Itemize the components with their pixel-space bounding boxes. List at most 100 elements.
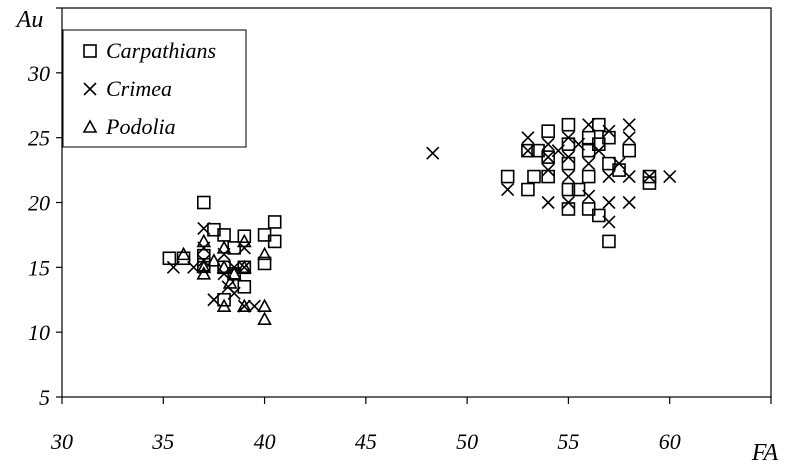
point-podolia	[196, 259, 212, 274]
point-crimea	[227, 286, 241, 300]
y-tick-label: 5	[39, 385, 50, 410]
point-carpathians	[521, 143, 535, 158]
x-tick-label: 60	[659, 429, 681, 454]
y-tick-label: 20	[28, 191, 50, 216]
point-carpathians	[541, 150, 555, 164]
point-carpathians	[561, 156, 576, 171]
point-crimea	[642, 170, 657, 184]
point-crimea	[582, 157, 596, 171]
legend-marker-podolia	[82, 119, 98, 133]
point-carpathians	[581, 169, 596, 184]
point-podolia	[236, 233, 252, 248]
y-axis-ticks: 5 10 15 20 25 30	[27, 7, 62, 410]
point-carpathians	[500, 169, 515, 184]
point-crimea	[622, 131, 636, 145]
point-podolia	[216, 298, 232, 313]
point-carpathians	[267, 234, 282, 249]
point-crimea	[602, 124, 616, 138]
point-carpathians	[267, 215, 282, 229]
y-tick-label: 30	[27, 61, 50, 86]
point-carpathians	[541, 124, 555, 138]
x-axis-title: FA	[751, 440, 779, 466]
point-crimea	[541, 163, 555, 177]
point-podolia	[176, 246, 191, 261]
point-crimea	[602, 215, 616, 229]
point-crimea	[541, 150, 555, 164]
y-tick-label: 25	[28, 126, 50, 151]
y-tick-label: 10	[28, 320, 50, 345]
x-tick-label: 30	[50, 429, 73, 454]
point-crimea	[197, 221, 211, 235]
point-crimea	[571, 137, 586, 151]
point-podolia	[236, 259, 252, 274]
point-crimea	[663, 170, 677, 184]
point-crimea	[561, 150, 575, 164]
point-carpathians	[561, 137, 576, 151]
point-podolia	[257, 246, 272, 261]
point-crimea	[582, 118, 596, 132]
point-podolia	[216, 240, 232, 254]
x-tick-label: 35	[151, 429, 174, 454]
point-podolia	[257, 298, 272, 313]
point-carpathians	[602, 234, 616, 249]
point-carpathians	[541, 169, 555, 184]
point-crimea	[561, 195, 575, 210]
point-carpathians	[217, 292, 231, 307]
point-podolia	[226, 266, 242, 280]
point-crimea	[521, 144, 535, 158]
point-crimea	[237, 260, 251, 274]
point-carpathians	[237, 229, 252, 244]
point-crimea	[237, 299, 251, 313]
point-crimea	[622, 195, 636, 210]
point-carpathians	[237, 279, 252, 294]
point-carpathians	[527, 169, 541, 184]
legend: Carpathians Crimea Podolia	[62, 29, 247, 148]
point-crimea	[582, 189, 596, 203]
point-podolia	[257, 311, 272, 325]
legend-marker-crimea	[83, 82, 97, 96]
y-axis-title: Au	[15, 7, 44, 33]
x-tick-label: 40	[254, 429, 276, 454]
point-crimea	[561, 170, 575, 184]
legend-label-carpathians: Carpathians	[106, 38, 216, 63]
point-crimea	[592, 144, 606, 158]
point-crimea	[166, 260, 180, 274]
point-crimea	[602, 170, 616, 184]
legend-label-crimea: Crimea	[106, 76, 172, 101]
point-carpathians	[521, 182, 535, 197]
point-carpathians	[561, 182, 576, 197]
point-crimea	[622, 170, 636, 184]
point-crimea	[426, 146, 440, 160]
point-podolia	[216, 259, 232, 274]
point-crimea	[602, 195, 616, 210]
point-podolia	[196, 266, 212, 280]
point-crimea	[207, 293, 221, 307]
legend-marker-carpathians	[83, 44, 97, 58]
point-carpathians	[561, 117, 576, 132]
point-carpathians	[197, 257, 211, 272]
point-crimea	[501, 182, 515, 197]
point-carpathians	[592, 208, 606, 223]
point-podolia	[206, 253, 222, 267]
x-tick-label: 50	[456, 429, 478, 454]
point-crimea	[561, 131, 575, 145]
point-carpathians	[197, 195, 211, 210]
point-carpathians	[571, 182, 586, 197]
y-tick-label: 15	[28, 255, 50, 280]
point-carpathians	[561, 202, 576, 216]
point-carpathians	[622, 143, 637, 158]
point-podolia	[222, 275, 238, 289]
point-carpathians	[207, 222, 221, 237]
point-carpathians	[257, 256, 272, 271]
point-crimea	[541, 195, 555, 210]
point-crimea	[521, 131, 535, 145]
data-markers	[162, 117, 677, 325]
point-carpathians	[592, 117, 606, 132]
point-crimea	[541, 137, 555, 151]
point-crimea	[622, 118, 636, 132]
legend-label-podolia: Podolia	[105, 114, 176, 139]
x-tick-label: 55	[557, 429, 579, 454]
point-podolia	[196, 233, 212, 248]
